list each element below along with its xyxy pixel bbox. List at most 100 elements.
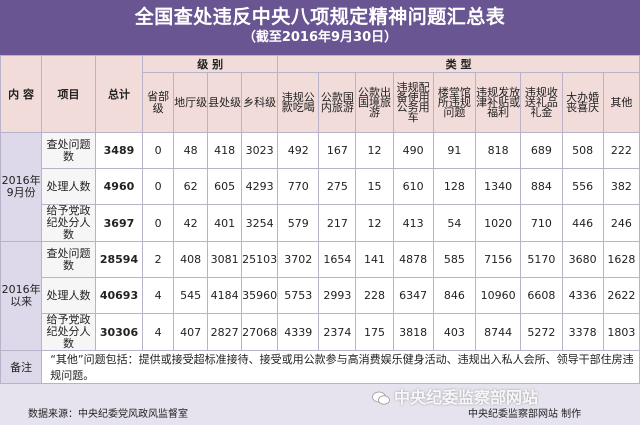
type-cell: 382 bbox=[602, 168, 640, 205]
type-cell: 217 bbox=[318, 204, 357, 242]
type-cell: 175 bbox=[355, 313, 394, 351]
header-level-0: 省部级 bbox=[142, 72, 175, 133]
type-cell: 228 bbox=[355, 277, 394, 314]
header-type-2: 公款出国境旅游 bbox=[355, 72, 394, 133]
type-cell: 15 bbox=[355, 168, 394, 205]
header-type-7: 大办婚丧喜庆 bbox=[561, 72, 604, 133]
header-total: 总计 bbox=[94, 55, 144, 133]
type-cell: 6608 bbox=[520, 277, 563, 314]
watermark: 中央纪委监察部网站 bbox=[372, 384, 538, 408]
type-cell: 1020 bbox=[474, 204, 522, 242]
type-cell: 579 bbox=[277, 204, 320, 242]
header-type-4: 楼堂馆所违规问题 bbox=[432, 72, 476, 133]
header-type-1: 公款国内旅游 bbox=[318, 72, 357, 133]
type-cell: 1803 bbox=[602, 313, 640, 351]
level-cell: 0 bbox=[142, 204, 175, 242]
type-cell: 4336 bbox=[561, 277, 604, 314]
level-cell: 0 bbox=[142, 132, 175, 169]
header-type-8: 其他 bbox=[602, 72, 640, 133]
row-total: 4960 bbox=[94, 168, 144, 205]
period-label: 2016年以来 bbox=[0, 241, 43, 351]
note-text: “其他”问题包括：提供或接受超标准接待、接受或用公款参与高消费娱乐健身活动、违规… bbox=[41, 350, 640, 384]
type-cell: 770 bbox=[277, 168, 320, 205]
type-cell: 246 bbox=[602, 204, 640, 242]
level-cell: 418 bbox=[207, 132, 243, 169]
watermark-text: 中央纪委监察部网站 bbox=[394, 388, 539, 407]
header-level-2: 县处级 bbox=[207, 72, 243, 133]
level-cell: 2 bbox=[142, 241, 175, 278]
type-cell: 275 bbox=[318, 168, 357, 205]
page-subtitle: （截至2016年9月30日） bbox=[242, 30, 398, 45]
type-cell: 12 bbox=[355, 132, 394, 169]
type-cell: 3378 bbox=[561, 313, 604, 351]
row-total: 28594 bbox=[94, 241, 144, 278]
level-cell: 545 bbox=[173, 277, 209, 314]
row-item-label: 查处问题数 bbox=[41, 241, 96, 278]
header-item: 项目 bbox=[41, 55, 96, 133]
level-cell: 3081 bbox=[207, 241, 243, 278]
type-cell: 818 bbox=[474, 132, 522, 169]
level-cell: 4184 bbox=[207, 277, 243, 314]
level-cell: 42 bbox=[173, 204, 209, 242]
level-cell: 2827 bbox=[207, 313, 243, 351]
level-cell: 3254 bbox=[241, 204, 279, 242]
type-cell: 141 bbox=[355, 241, 394, 278]
summary-table: 内 容 项目 总计 级 别 类 型 省部级 地厅级 县处级 乡科级 违规公款吃喝 公款国内… bbox=[0, 55, 640, 384]
page-title: 全国查处违反中央八项规定精神问题汇总表 bbox=[134, 6, 506, 28]
header-type-3: 违规配备使用公务用车 bbox=[392, 72, 434, 133]
level-cell: 4 bbox=[142, 313, 175, 351]
type-cell: 8744 bbox=[474, 313, 522, 351]
level-cell: 27068 bbox=[241, 313, 279, 351]
table-row: 给予党政纪处分人数 3697 0 42 401 3254 579 217 12 413 54 1020… bbox=[1, 204, 640, 242]
level-cell: 48 bbox=[173, 132, 209, 169]
header-type-0: 违规公款吃喝 bbox=[277, 72, 320, 133]
level-cell: 25103 bbox=[241, 241, 279, 278]
type-cell: 2993 bbox=[318, 277, 357, 314]
level-cell: 401 bbox=[207, 204, 243, 242]
type-cell: 490 bbox=[392, 132, 434, 169]
producer-credit: 中央纪委监察部网站 制作 bbox=[468, 409, 582, 420]
type-cell: 1654 bbox=[318, 241, 357, 278]
row-total: 40693 bbox=[94, 277, 144, 314]
type-cell: 2622 bbox=[602, 277, 640, 314]
table-row: 处理人数 40693 4 545 4184 35960 5753 2993 228 6347 846… bbox=[1, 277, 640, 314]
data-source: 数据来源：中央纪委党风政风监督室 bbox=[28, 409, 188, 420]
level-cell: 408 bbox=[173, 241, 209, 278]
type-cell: 4339 bbox=[277, 313, 320, 351]
type-cell: 884 bbox=[520, 168, 563, 205]
type-cell: 2374 bbox=[318, 313, 357, 351]
row-total: 30306 bbox=[94, 313, 144, 351]
type-cell: 3702 bbox=[277, 241, 320, 278]
level-cell: 605 bbox=[207, 168, 243, 205]
level-cell: 4293 bbox=[241, 168, 279, 205]
type-cell: 403 bbox=[432, 313, 476, 351]
type-cell: 585 bbox=[432, 241, 476, 278]
type-cell: 5170 bbox=[520, 241, 563, 278]
row-total: 3489 bbox=[94, 132, 144, 169]
type-cell: 446 bbox=[561, 204, 604, 242]
row-item-label: 查处问题数 bbox=[41, 132, 96, 169]
type-cell: 4878 bbox=[392, 241, 434, 278]
type-cell: 3680 bbox=[561, 241, 604, 278]
type-cell: 7156 bbox=[474, 241, 522, 278]
type-cell: 508 bbox=[561, 132, 604, 169]
type-cell: 689 bbox=[520, 132, 563, 169]
type-cell: 492 bbox=[277, 132, 320, 169]
header-type-6: 违规收送礼品礼金 bbox=[520, 72, 563, 133]
header-level-group: 级 别 bbox=[142, 55, 279, 73]
type-cell: 6347 bbox=[392, 277, 434, 314]
table-row: 处理人数 4960 0 62 605 4293 770 275 15 610 128 1340 884 5… bbox=[1, 168, 640, 205]
row-total: 3697 bbox=[94, 204, 144, 242]
type-cell: 5753 bbox=[277, 277, 320, 314]
type-cell: 710 bbox=[520, 204, 563, 242]
header-level-3: 乡科级 bbox=[241, 72, 279, 133]
header-content: 内 容 bbox=[0, 55, 43, 133]
level-cell: 3023 bbox=[241, 132, 279, 169]
table-row: 2016年9月份 查处问题数 3489 0 48 418 3023 492 167 12 490 91… bbox=[0, 132, 640, 242]
type-cell: 222 bbox=[602, 132, 640, 169]
row-item-label: 给予党政纪处分人数 bbox=[41, 313, 96, 351]
level-cell: 0 bbox=[142, 168, 175, 205]
header-type-5: 违规发放津补贴或福利 bbox=[474, 72, 522, 133]
type-cell: 10960 bbox=[474, 277, 522, 314]
period-label: 2016年9月份 bbox=[0, 132, 43, 242]
